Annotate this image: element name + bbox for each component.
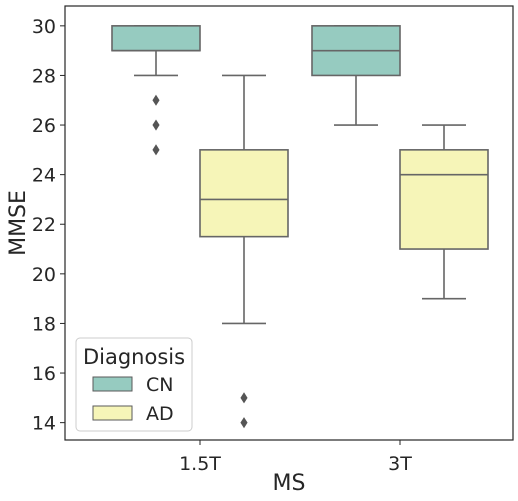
y-tick-label: 20 bbox=[32, 264, 56, 286]
x-tick-label: 3T bbox=[388, 453, 412, 475]
y-tick-label: 18 bbox=[32, 313, 56, 335]
y-tick-label: 26 bbox=[32, 115, 56, 137]
outlier-point-cn bbox=[152, 94, 160, 106]
y-tick-label: 14 bbox=[32, 413, 56, 435]
y-axis-ticks: 14 16 18 20 22 24 26 28 30 bbox=[32, 16, 65, 435]
y-tick-label: 22 bbox=[32, 214, 56, 236]
y-tick-label: 30 bbox=[32, 16, 56, 38]
legend-swatch-ad bbox=[92, 405, 133, 421]
legend-swatch-cn bbox=[92, 376, 133, 392]
outlier-point-cn bbox=[152, 144, 160, 156]
x-tick-label: 1.5T bbox=[179, 453, 221, 475]
y-axis-title: MMSE bbox=[6, 190, 31, 256]
y-tick-label: 28 bbox=[32, 65, 56, 87]
legend-title: Diagnosis bbox=[83, 345, 185, 369]
legend: Diagnosis CN AD bbox=[75, 337, 193, 432]
y-tick-label: 16 bbox=[32, 363, 56, 385]
box-ad bbox=[199, 149, 289, 238]
outlier-point-ad bbox=[240, 417, 248, 429]
legend-label-cn: CN bbox=[146, 374, 173, 396]
outlier-point-ad bbox=[240, 392, 248, 404]
y-tick-label: 24 bbox=[32, 165, 56, 187]
box-series-group bbox=[111, 25, 489, 429]
outlier-point-cn bbox=[152, 119, 160, 131]
x-axis-title: MS bbox=[273, 471, 306, 496]
x-axis-ticks: 1.5T 3T bbox=[179, 440, 412, 475]
legend-label-ad: AD bbox=[146, 403, 174, 425]
box-ad bbox=[399, 149, 489, 250]
box-cn bbox=[111, 25, 201, 52]
